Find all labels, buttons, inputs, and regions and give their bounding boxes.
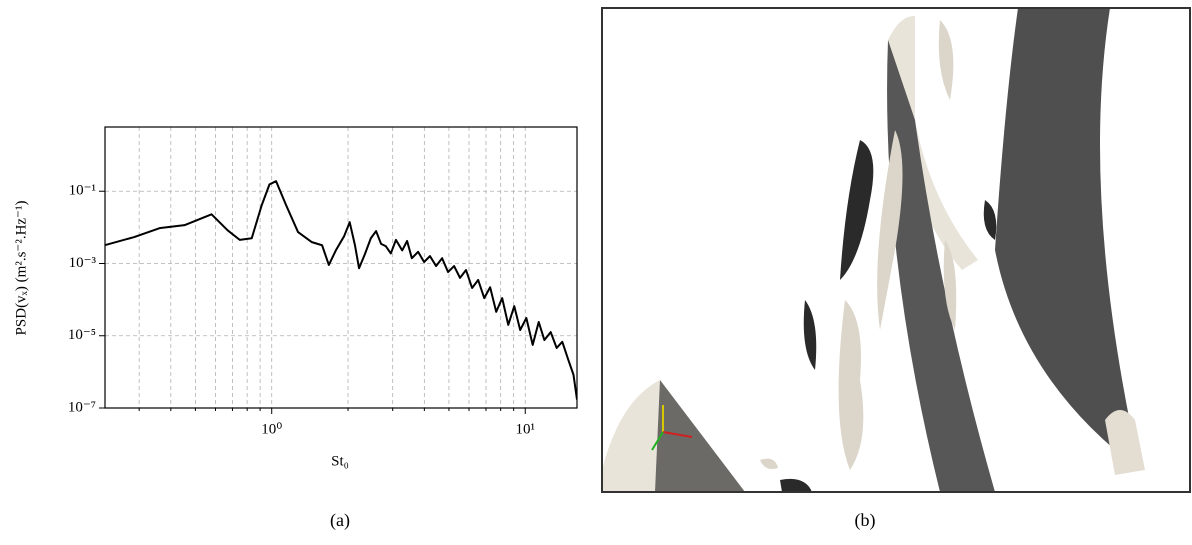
plot-frame (104, 126, 578, 409)
y-tick-label: 10⁻⁷ (68, 399, 96, 415)
y-axis-label: PSD(vₓ) (m².s⁻².Hz⁻¹) (13, 201, 29, 336)
vortex-blob (780, 478, 812, 492)
vortex-blob (877, 130, 903, 330)
blade-dark (995, 8, 1140, 470)
vortex-blob (943, 240, 957, 330)
render-frame (601, 7, 1191, 493)
vortex-blob (983, 200, 997, 240)
x-tick-label: 10⁰ (261, 421, 282, 437)
vortex-blob (760, 458, 778, 469)
caption: (b) (855, 510, 876, 531)
vortex-blob (803, 300, 817, 370)
blade-dark (655, 380, 745, 492)
blade-light (888, 15, 978, 271)
y-tick-label: 10⁻³ (69, 255, 97, 271)
orientation-axis (662, 431, 693, 438)
vortex-blob (838, 300, 864, 470)
y-tick-label: 10⁻¹ (69, 183, 96, 199)
blade-dark (887, 40, 995, 492)
caption: (a) (330, 510, 350, 531)
x-tick-label: 10¹ (515, 421, 535, 437)
vortex-blob (1105, 410, 1145, 475)
x-axis-label: St₀ (331, 453, 349, 469)
vortex-blob (938, 20, 954, 100)
y-tick-label: 10⁻⁵ (68, 327, 96, 343)
vortex-blob (840, 140, 874, 280)
psd-line (105, 180, 577, 400)
orientation-axis (651, 431, 664, 451)
render-panel (601, 7, 1191, 493)
